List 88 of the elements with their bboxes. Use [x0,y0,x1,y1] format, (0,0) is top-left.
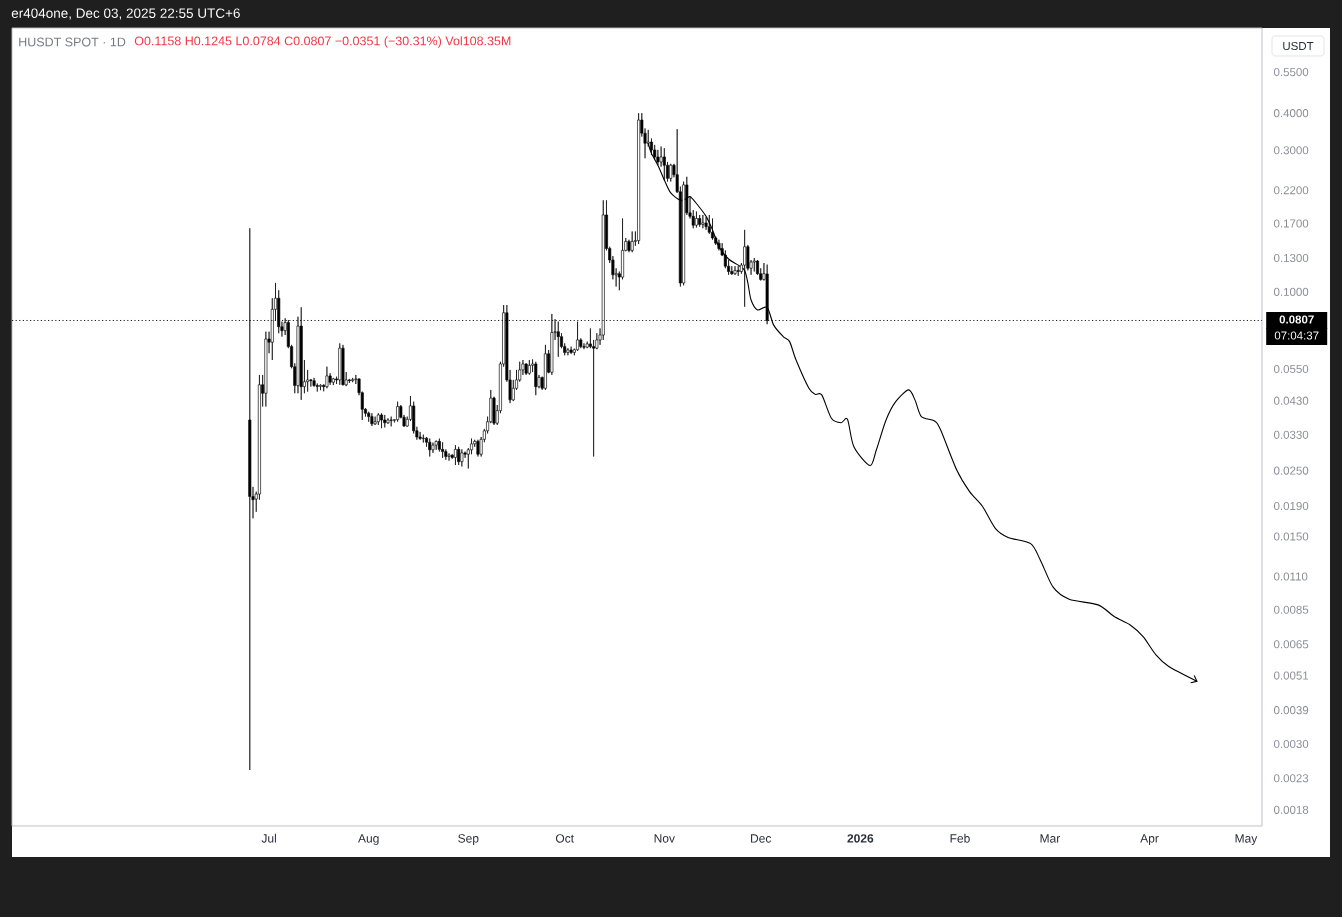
candlestick [656,149,660,166]
candlestick [698,214,702,228]
y-tick-label: 0.0085 [1273,605,1309,614]
y-tick-label: 0.0330 [1273,430,1309,439]
candlestick [418,431,422,441]
candlestick [319,383,322,391]
y-tick-label: 0.2200 [1273,186,1309,195]
candlestick [711,218,714,241]
candlestick [331,377,335,386]
y-tick-label: 0.0030 [1273,739,1309,749]
candlestick [453,444,457,466]
text: O0.1158 H0.1245 L0.0784 C0.0807 −0.0351 (−30.31%) Vol108.35M [134,36,511,48]
candlestick [534,361,538,396]
y-tick-label: 0.0039 [1273,706,1309,715]
candlestick [431,442,435,454]
candlestick [701,214,705,229]
candlestick [630,231,634,253]
x-tick-label: Nov [654,834,675,843]
candlestick [370,412,374,427]
y-tick-label: 0.4000 [1273,109,1309,118]
candlestick [460,449,464,467]
candlestick [351,377,355,383]
candlestick [434,440,438,451]
candlestick [396,401,400,423]
candlestick [566,347,570,356]
candlestick [264,331,268,407]
candlestick [441,441,445,459]
candlestick [556,321,560,358]
text: 07:04:37 [1274,331,1319,340]
candlestick [576,321,580,352]
candlestick [637,112,641,245]
candlestick [524,362,528,376]
candlestick [325,366,329,389]
text: er404one, Dec 03, 2025 22:55 UTC+6 [11,8,240,20]
x-tick-label: Dec [751,834,772,843]
text: HUSDT SPOT · 1D [19,37,126,47]
y-tick-label: 0.1700 [1273,219,1309,228]
candlestick [421,434,425,443]
candlestick [527,359,531,376]
candlestick [662,147,666,181]
candlestick [376,412,380,426]
y-tick-label: 0.0150 [1273,532,1309,541]
candlestick [457,446,461,466]
candlestick [389,416,393,427]
candlestick [682,181,686,286]
candlestick [380,412,384,429]
x-tick-label: Jul [261,833,276,843]
x-tick-label: Apr [1140,834,1159,846]
candlestick [373,416,377,426]
candlestick [447,453,451,462]
ref-line-label: 0.0807 [1279,315,1314,324]
candlestick [669,163,673,182]
y-tick-label: 0.0023 [1273,774,1309,783]
y-axis-title: USDT [1283,41,1314,51]
candlestick [752,257,756,272]
x-tick-label: 2026 [847,834,874,843]
y-tick-label: 0.0550 [1273,364,1309,374]
y-tick-label: 0.0018 [1273,805,1309,814]
x-tick-label: Feb [950,833,970,843]
y-tick-label: 0.0065 [1273,640,1309,649]
x-tick-label: Sep [458,834,479,846]
candlestick [733,265,737,276]
candlestick [367,411,371,423]
candlestick [338,343,342,386]
y-tick-label: 0.0250 [1273,466,1309,475]
y-tick-label: 0.5500 [1273,68,1309,77]
candlestick [704,216,708,231]
y-tick-label: 0.0051 [1273,671,1309,680]
candlestick [694,211,698,228]
y-tick-label: 0.0110 [1273,572,1308,581]
y-tick-label: 0.1000 [1273,287,1309,296]
x-tick-label: Mar [1040,834,1061,843]
x-tick-label: Oct [555,834,574,843]
candlestick [569,346,573,355]
y-tick-label: 0.0190 [1273,501,1309,511]
x-tick-label: May [1235,834,1258,846]
candlestick [428,438,432,457]
candlestick [341,344,345,386]
candlestick [543,344,547,391]
y-tick-label: 0.1300 [1273,253,1309,263]
candlestick [736,265,740,277]
x-tick-label: Aug [358,834,379,846]
y-tick-label: 0.0430 [1273,396,1309,405]
y-tick-label: 0.3000 [1273,146,1309,155]
candlestick [383,414,387,428]
candlestick [386,417,390,425]
candlestick [476,439,480,457]
candlestick [743,229,747,308]
